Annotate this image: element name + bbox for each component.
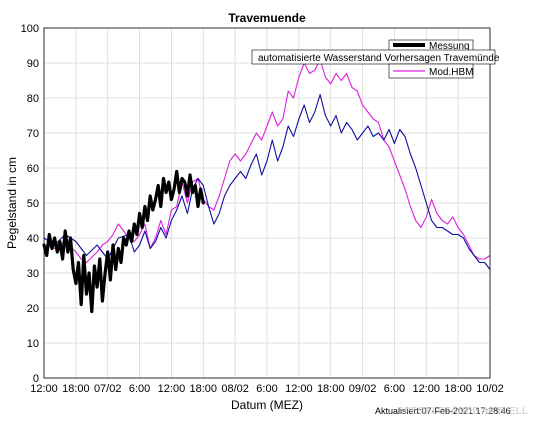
y-tick-label: 60 (27, 163, 39, 175)
x-tick-label: 12:00 (30, 383, 58, 395)
updated-timestamp: Aktualisiert:07-Feb-2021 17:28:46 (375, 406, 511, 416)
y-tick-label: 90 (27, 58, 39, 70)
y-tick-label: 10 (27, 338, 39, 350)
x-tick-label: 07/02 (94, 383, 122, 395)
y-tick-label: 30 (27, 268, 39, 280)
series-line-forecast (43, 93, 491, 271)
x-tick-label: 12:00 (413, 383, 441, 395)
y-axis-title: Pegelstand in cm (5, 157, 19, 249)
x-tick-label: 12:00 (285, 383, 313, 395)
series-line-measurement (42, 169, 205, 314)
y-tick-label: 0 (33, 373, 39, 385)
legend-label-forecast: automatisierte Wasserstand Vorhersagen T… (258, 53, 500, 64)
legend-box-forecast (251, 49, 496, 65)
x-tick-label: 12:00 (158, 383, 186, 395)
x-tick-label: 09/02 (349, 383, 377, 395)
y-tick-label: 40 (27, 233, 39, 245)
legend-label-hbm: Mod.HBM (429, 67, 473, 78)
legend: Messung automatisierte Wasserstand Vorhe… (251, 39, 500, 79)
y-tick-label: 70 (27, 128, 39, 140)
x-tick-label: 18:00 (444, 383, 472, 395)
x-tick-label: 6:00 (384, 383, 405, 395)
x-tick-label: 10/02 (476, 383, 504, 395)
x-tick-label: 18:00 (190, 383, 218, 395)
y-tick-label: 50 (27, 198, 39, 210)
y-tick-label: 80 (27, 93, 39, 105)
y-tick-label: 100 (21, 23, 39, 35)
x-tick-label: 18:00 (317, 383, 345, 395)
x-tick-label: 6:00 (129, 383, 150, 395)
watermark: PEGELSTÄNDE AKTUELL (404, 404, 528, 417)
x-axis-title: Datum (MEZ) (231, 398, 303, 412)
x-tick-label: 6:00 (256, 383, 277, 395)
series-line-hbm (43, 58, 491, 264)
x-tick-label: 08/02 (221, 383, 249, 395)
y-tick-label: 20 (27, 303, 39, 315)
legend-box-hbm (388, 63, 474, 79)
series-layer (42, 58, 491, 314)
x-tick-label: 18:00 (62, 383, 90, 395)
plot-frame (43, 27, 491, 379)
chart-title: Travemuende (228, 11, 306, 25)
legend-label-measurement: Messung (429, 41, 470, 52)
